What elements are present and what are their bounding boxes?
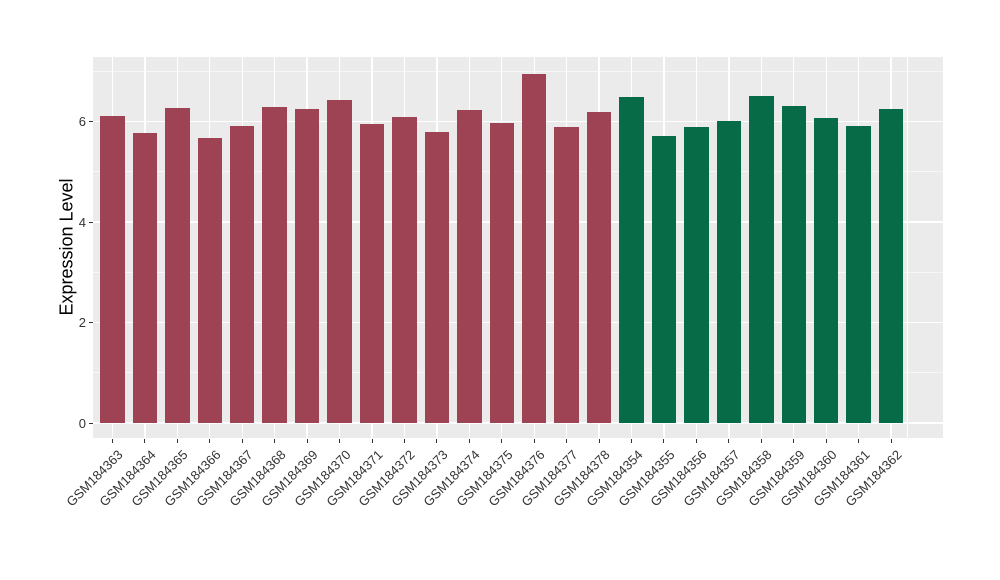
bar-GSM184376 — [521, 73, 547, 423]
bar-GSM184354 — [619, 96, 644, 423]
gridline-x-right-edge — [906, 57, 908, 438]
bar-GSM184361 — [846, 126, 871, 423]
gridline-minor-y3 — [93, 271, 943, 273]
bar-GSM184378 — [586, 111, 612, 423]
plot-panel — [93, 57, 943, 438]
x-tick-mark-GSM184358 — [760, 438, 762, 443]
x-tick-mark-GSM184356 — [695, 438, 697, 443]
x-tick-mark-GSM184373 — [436, 438, 438, 443]
bar-GSM184370 — [327, 99, 352, 423]
y-tick-mark-0 — [89, 422, 93, 424]
gridline-major-y0 — [93, 422, 943, 424]
x-tick-mark-GSM184355 — [663, 438, 665, 443]
bar-GSM184375 — [489, 123, 515, 423]
bar-GSM184377 — [554, 126, 579, 423]
x-tick-mark-GSM184361 — [858, 438, 860, 443]
bar-GSM184368 — [262, 106, 287, 423]
y-tick-label-6: 6 — [78, 114, 86, 129]
bar-GSM184358 — [749, 95, 774, 423]
y-tick-mark-2 — [89, 322, 93, 323]
bar-GSM184369 — [294, 108, 320, 423]
bar-GSM184372 — [392, 117, 417, 423]
x-tick-mark-GSM184362 — [890, 438, 892, 443]
y-tick-mark-4 — [89, 221, 93, 223]
x-tick-mark-GSM184376 — [533, 438, 535, 443]
bar-GSM184367 — [229, 125, 255, 423]
bar-GSM184357 — [716, 120, 742, 423]
bar-GSM184355 — [651, 136, 677, 423]
x-tick-mark-GSM184366 — [209, 438, 211, 443]
x-tick-mark-GSM184359 — [793, 438, 795, 443]
bar-GSM184374 — [457, 109, 482, 423]
bar-GSM184360 — [813, 118, 839, 423]
bar-GSM184366 — [197, 137, 223, 423]
x-tick-mark-GSM184368 — [274, 438, 276, 443]
y-tick-mark-6 — [89, 121, 93, 122]
gridline-major-y6 — [93, 120, 943, 123]
x-tick-mark-GSM184364 — [144, 438, 146, 443]
x-tick-mark-GSM184357 — [728, 438, 730, 443]
x-tick-mark-GSM184354 — [631, 438, 633, 443]
gridline-minor-y5 — [93, 171, 943, 173]
y-tick-label-0: 0 — [78, 415, 86, 431]
bar-GSM184356 — [684, 126, 709, 423]
bar-GSM184365 — [165, 107, 190, 423]
x-tick-mark-GSM184369 — [306, 438, 308, 443]
x-tick-mark-GSM184371 — [371, 438, 373, 443]
x-tick-mark-GSM184374 — [468, 438, 470, 443]
y-tick-label-4: 4 — [78, 214, 86, 230]
gridline-minor-y1 — [93, 372, 943, 374]
y-axis-title: Expression Level — [56, 178, 77, 316]
x-tick-mark-GSM184367 — [241, 438, 243, 443]
x-tick-mark-GSM184375 — [501, 438, 503, 443]
bar-GSM184373 — [424, 131, 450, 423]
x-tick-mark-GSM184365 — [176, 438, 178, 443]
x-tick-mark-GSM184370 — [339, 438, 341, 443]
y-tick-label-2: 2 — [78, 315, 86, 330]
bar-GSM184364 — [132, 132, 158, 423]
gridline-major-y4 — [93, 221, 943, 223]
x-tick-mark-GSM184372 — [403, 438, 405, 443]
bar-GSM184362 — [878, 108, 904, 423]
x-tick-mark-GSM184360 — [825, 438, 827, 443]
x-tick-mark-GSM184363 — [111, 438, 113, 443]
x-tick-mark-GSM184377 — [566, 438, 568, 443]
bar-GSM184371 — [359, 123, 385, 423]
x-tick-mark-GSM184378 — [598, 438, 600, 443]
bar-GSM184363 — [100, 115, 125, 423]
bar-GSM184359 — [781, 105, 806, 423]
gridline-minor-y7 — [93, 70, 943, 72]
gridline-major-y2 — [93, 321, 943, 324]
